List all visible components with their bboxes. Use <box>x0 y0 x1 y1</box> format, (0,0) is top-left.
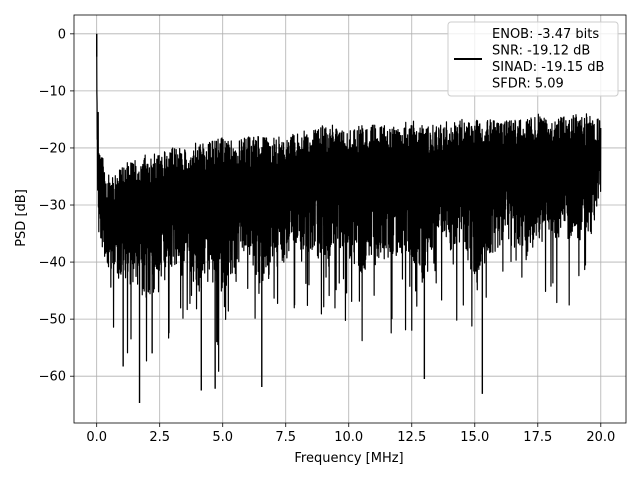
psd-trace <box>96 33 602 372</box>
legend-entry-text: SFDR: 5.09 <box>492 77 564 92</box>
x-tick-label: 17.5 <box>523 430 552 445</box>
y-tick-label: −10 <box>39 84 66 99</box>
x-tick-label: 15.0 <box>460 430 489 445</box>
legend-entry-text: SINAD: -19.15 dB <box>492 60 604 75</box>
y-tick-label: −50 <box>39 313 66 328</box>
plot-frame <box>73 14 627 424</box>
y-tick-label: 0 <box>58 27 66 42</box>
x-tick-label: 0.0 <box>86 430 107 445</box>
x-tick-label: 5.0 <box>212 430 233 445</box>
x-tick-label: 10.0 <box>334 430 363 445</box>
x-axis-label: Frequency [MHz] <box>294 451 403 466</box>
y-axis-label: PSD [dB] <box>14 189 29 247</box>
axes: 0.0 2.5 5.0 7.5 10.0 12.5 15.0 17.5 20.0 0 −10 −20 −… <box>39 14 627 445</box>
legend-entry-text: SNR: -19.12 dB <box>492 44 590 59</box>
x-tick-label: 12.5 <box>397 430 426 445</box>
y-tick-label: −60 <box>39 370 66 385</box>
y-tick-label: −40 <box>39 256 66 271</box>
x-tick-label: 7.5 <box>275 430 296 445</box>
legend-entry-text: ENOB: -3.47 bits <box>492 27 599 42</box>
x-tick-label: 2.5 <box>149 430 170 445</box>
y-tick-label: −20 <box>39 141 66 156</box>
plot-area <box>95 33 602 404</box>
x-tick-label: 20.0 <box>586 430 615 445</box>
y-tick-label: −30 <box>39 199 66 214</box>
legend-box <box>447 21 619 97</box>
